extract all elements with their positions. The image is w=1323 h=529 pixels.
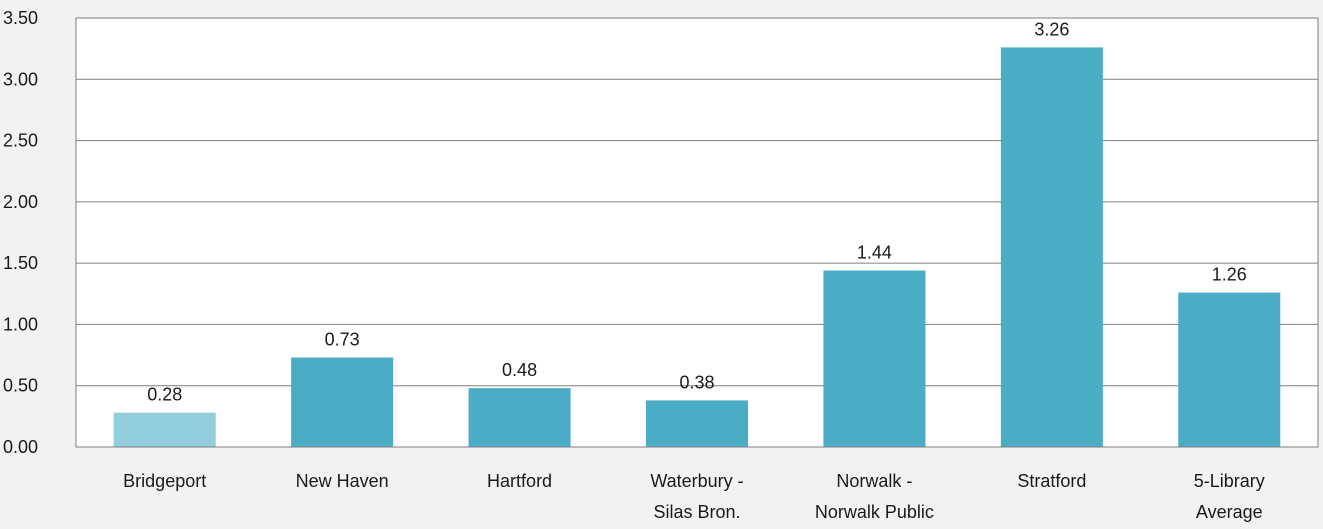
data-label: 3.26 (1034, 19, 1069, 39)
x-tick-label: Stratford (1017, 471, 1086, 491)
x-tick-label: Average (1196, 502, 1263, 522)
bar (823, 270, 926, 447)
data-label: 1.44 (857, 242, 892, 262)
y-tick-label: 0.00 (3, 437, 38, 457)
data-label: 1.26 (1212, 265, 1247, 285)
x-tick-label: Hartford (487, 471, 552, 491)
bar (291, 357, 394, 447)
bar (113, 412, 216, 447)
plot-area (76, 18, 1318, 447)
bar (468, 388, 571, 447)
x-tick-label: New Haven (296, 471, 389, 491)
data-label: 0.48 (502, 360, 537, 380)
x-tick-label: Waterbury - (650, 471, 743, 491)
x-tick-label: Norwalk - (836, 471, 912, 491)
bar (1000, 47, 1103, 447)
y-tick-label: 1.50 (3, 253, 38, 273)
data-label: 0.73 (325, 330, 360, 350)
y-tick-label: 2.00 (3, 192, 38, 212)
x-axis: Bridgeport New Haven Hartford Waterbury - Si… (123, 471, 1265, 522)
data-label: 0.28 (147, 385, 182, 405)
data-labels: 0.28 0.73 0.48 0.38 1.44 3.26 1.26 (147, 19, 1247, 404)
data-label: 0.38 (679, 372, 714, 392)
x-tick-label: Bridgeport (123, 471, 206, 491)
y-tick-label: 1.00 (3, 314, 38, 334)
x-tick-label: 5-Library (1194, 471, 1265, 491)
y-tick-label: 3.00 (3, 69, 38, 89)
x-tick-label: Norwalk Public (815, 502, 934, 522)
bar (645, 400, 749, 447)
bar (1178, 292, 1281, 447)
y-tick-label: 0.50 (3, 376, 38, 396)
y-tick-label: 3.50 (3, 8, 38, 28)
y-tick-label: 2.50 (3, 131, 38, 151)
plot-border (75, 17, 1319, 448)
y-axis: 0.00 0.50 1.00 1.50 2.00 2.50 3.00 3.50 (3, 8, 38, 457)
bars (113, 47, 1281, 447)
x-tick-label: Silas Bron. (653, 502, 740, 522)
